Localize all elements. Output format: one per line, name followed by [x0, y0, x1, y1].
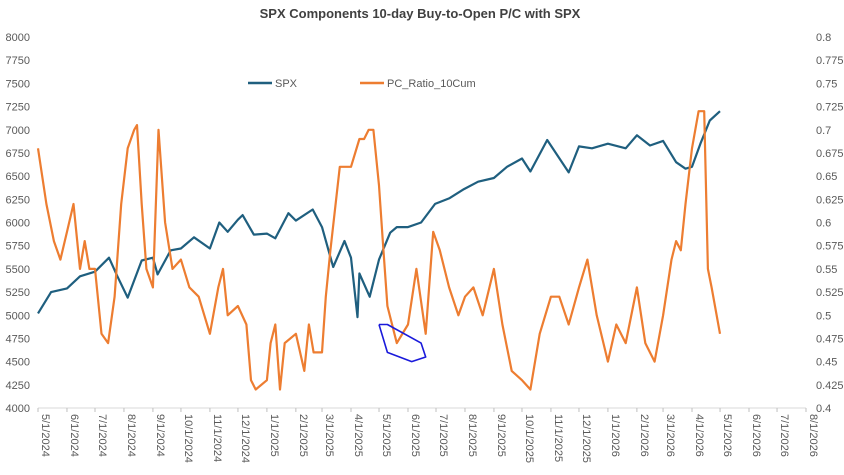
x-tick-label: 8/1/2024 — [125, 414, 137, 457]
y-right-tick-label: 0.75 — [816, 78, 837, 90]
y-left-tick-label: 7500 — [6, 78, 30, 90]
x-tick-label: 7/1/2025 — [437, 414, 449, 457]
y-right-tick-label: 0.625 — [816, 194, 844, 206]
y-right-tick-label: 0.675 — [816, 148, 844, 160]
series-line-spx — [37, 110, 721, 319]
chart-title: SPX Components 10-day Buy-to-Open P/C wi… — [260, 6, 581, 21]
x-tick-label: 8/1/2025 — [466, 414, 478, 457]
y-left-tick-label: 7750 — [6, 55, 30, 67]
x-tick-label: 11/1/2025 — [552, 414, 564, 462]
x-tick-label: 1/1/2025 — [268, 414, 280, 457]
x-tick-label: 12/1/2024 — [239, 414, 251, 463]
annotation-loop — [378, 323, 427, 363]
y-right-tick-label: 0.525 — [816, 287, 844, 299]
x-tick-label: 9/1/2024 — [154, 414, 166, 457]
x-tick-label: 11/1/2024 — [211, 414, 223, 462]
y-right-tick-label: 0.575 — [816, 241, 844, 253]
y-left-tick-label: 5750 — [6, 241, 30, 253]
y-right-tick-label: 0.425 — [816, 380, 844, 392]
x-tick-label: 4/1/2025 — [352, 414, 364, 457]
y-left-tick-label: 6500 — [6, 171, 30, 183]
y-right-tick-label: 0.8 — [816, 32, 831, 44]
x-tick-label: 5/1/2024 — [39, 414, 51, 457]
x-tick-label: 2/1/2025 — [297, 414, 309, 457]
x-tick-label: 3/1/2025 — [323, 414, 335, 457]
y-right-tick-label: 0.7 — [816, 125, 831, 137]
y-left-tick-label: 8000 — [6, 32, 30, 44]
legend-label-spx: SPX — [275, 78, 298, 90]
y-left-tick-label: 4750 — [6, 333, 30, 345]
y-right-tick-label: 0.55 — [816, 264, 837, 276]
x-tick-label: 12/1/2025 — [580, 414, 592, 463]
x-tick-label: 10/1/2025 — [523, 414, 535, 463]
y-right-tick-label: 0.475 — [816, 333, 844, 345]
y-left-tick-label: 5000 — [6, 310, 30, 322]
y-left-tick-label: 4500 — [6, 357, 30, 369]
y-left-tick-label: 5250 — [6, 287, 30, 299]
x-tick-label: 7/1/2024 — [96, 414, 108, 457]
y-left-tick-label: 4250 — [6, 380, 30, 392]
x-tick-label: 4/1/2026 — [693, 414, 705, 457]
x-tick-label: 6/1/2025 — [409, 414, 421, 457]
axes: 4000 4250 4500 4750 5000 5250 5500 5750 6000 6250… — [6, 32, 844, 463]
y-right-tick-label: 0.5 — [816, 310, 831, 322]
y-left-tick-label: 6000 — [6, 218, 30, 230]
y-left-tick-label: 4000 — [6, 403, 30, 415]
series — [36, 110, 722, 391]
legend: SPX PC_Ratio_10Cum — [248, 78, 476, 90]
x-tick-label: 8/1/2026 — [807, 414, 819, 457]
x-tick-label: 6/1/2026 — [750, 414, 762, 457]
x-tick-label: 3/1/2026 — [664, 414, 676, 457]
y-right-tick-label: 0.45 — [816, 357, 837, 369]
y-right-tick-label: 0.4 — [816, 403, 831, 415]
x-tick-label: 6/1/2024 — [68, 414, 80, 457]
x-tick-label: 5/1/2025 — [380, 414, 392, 457]
y-left-tick-label: 6250 — [6, 194, 30, 206]
legend-label-pc-ratio: PC_Ratio_10Cum — [387, 78, 476, 90]
x-tick-label: 7/1/2026 — [778, 414, 790, 457]
y-left-tick-label: 5500 — [6, 264, 30, 276]
y-right-tick-label: 0.65 — [816, 171, 837, 183]
y-right-tick-label: 0.775 — [816, 55, 844, 67]
series-line-pc-ratio-10cum — [36, 110, 722, 391]
x-tick-label: 1/1/2026 — [609, 414, 621, 457]
y-left-tick-label: 6750 — [6, 148, 30, 160]
y-right-tick-label: 0.725 — [816, 102, 844, 114]
y-right-tick-label: 0.6 — [816, 218, 831, 230]
y-left-tick-label: 7250 — [6, 102, 30, 114]
x-tick-label: 9/1/2025 — [495, 414, 507, 457]
x-tick-label: 2/1/2026 — [638, 414, 650, 457]
y-left-tick-label: 7000 — [6, 125, 30, 137]
x-tick-label: 10/1/2024 — [182, 414, 194, 463]
x-tick-label: 5/1/2026 — [721, 414, 733, 457]
